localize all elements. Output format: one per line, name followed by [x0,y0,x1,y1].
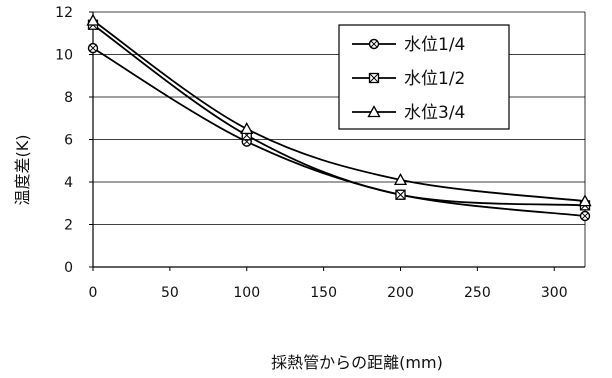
series-markers [86,13,592,222]
x-tick-label-250: 250 [464,285,491,301]
marker-triangle [240,122,254,135]
y-tick-label-4: 4 [64,175,73,191]
y-tick-label-10: 10 [55,48,73,64]
legend-entry-1: 水位1/4 [352,35,465,55]
series-line-1 [92,47,586,217]
marker-triangle [86,13,100,26]
legend-entry-2: 水位1/2 [352,69,465,89]
y-tick-label-6: 6 [64,133,73,149]
x-axis-title: 採熱管からの距離(mm) [271,353,443,372]
legend-label: 水位3/4 [404,103,465,123]
y-tick-label-12: 12 [55,5,73,21]
series-2-point-2 [395,189,406,200]
series-3-point-2 [393,173,408,186]
marker-triangle [393,173,408,186]
y-tick-label-2: 2 [64,218,73,234]
marker-circle-hatch [370,40,378,48]
marker-triangle [578,194,592,207]
series-3-point-1 [240,122,254,135]
marker-circle-hatch [89,44,97,52]
x-tick-label-200: 200 [387,285,414,301]
marker-square-cross [395,189,406,200]
x-tick-label-100: 100 [233,285,260,301]
marker-square-cross [369,73,379,83]
series-3-point-0 [86,13,100,26]
x-tick-label-150: 150 [310,285,337,301]
legend-marker [368,38,380,50]
legend: 水位1/4 水位1/2 水位3/4 [338,24,510,130]
y-tick-label-8: 8 [64,90,73,106]
x-tick-label-300: 300 [541,285,568,301]
y-axis-title: 温度差(K) [13,135,32,206]
legend-marker [367,105,381,118]
series-1-point-0 [87,42,99,54]
series-line-3 [92,19,586,203]
x-tick-labels: 0 50 100 150 200 250 300 [89,285,568,301]
legend-label: 水位1/2 [404,69,465,89]
legend-entry-3: 水位3/4 [352,103,465,123]
y-tick-label-0: 0 [64,260,73,276]
legend-label: 水位1/4 [404,35,465,55]
series-lines [92,19,586,217]
marker-triangle [367,105,381,118]
legend-marker [368,72,380,84]
x-tick-label-50: 50 [161,285,179,301]
series-1-point-3 [579,210,591,222]
series-3-point-3 [578,194,592,207]
marker-circle-hatch [581,212,589,220]
series-line-2 [92,24,586,207]
y-tick-labels: 0 2 4 6 8 10 12 [55,5,73,276]
x-tick-label-0: 0 [89,285,98,301]
axes [89,11,586,271]
